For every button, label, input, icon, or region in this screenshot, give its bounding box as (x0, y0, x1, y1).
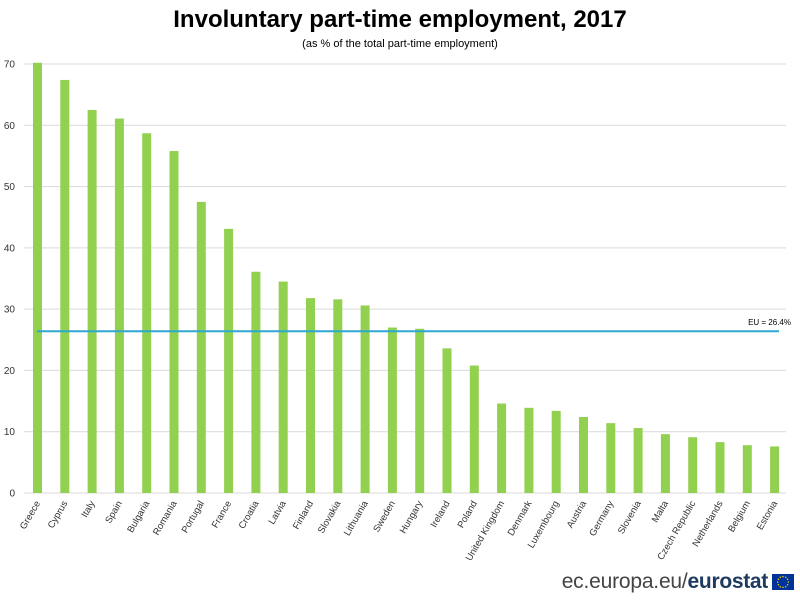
bar (579, 417, 588, 493)
x-tick-label: Estonia (755, 498, 781, 532)
x-tick-label: Germany (587, 499, 616, 539)
x-tick-label: Spain (103, 499, 125, 526)
bar (387, 327, 397, 493)
bar (224, 228, 234, 493)
x-tick-label: Latvia (267, 498, 290, 526)
x-tick-label: Denmark (506, 499, 535, 538)
chart-title: Involuntary part-time employment, 2017 (173, 6, 627, 33)
gridlines (24, 63, 786, 494)
bar (688, 437, 698, 493)
eurostat-logo-text: eurostat (687, 570, 769, 593)
bar (415, 328, 425, 493)
eu-flag-icon (772, 574, 794, 590)
x-tick-label: Cyprus (46, 499, 71, 531)
footer-domain: ec.europa.eu/ (561, 570, 688, 593)
x-tick-label: Malta (650, 498, 671, 524)
y-tick-label: 60 (4, 121, 16, 132)
chart-subtitle: (as % of the total part-time employment) (302, 38, 498, 50)
bar (551, 410, 561, 493)
x-tick-label: Portugal (180, 499, 207, 535)
bar (196, 201, 206, 493)
bar (333, 299, 343, 493)
y-axis-ticks: 0 10 20 30 40 50 60 70 (4, 60, 16, 500)
x-tick-label: Sweden (371, 499, 398, 534)
y-tick-label: 70 (4, 60, 16, 71)
bar (742, 445, 752, 493)
x-tick-label: Belgium (726, 499, 753, 534)
bar (633, 428, 643, 493)
y-tick-label: 30 (4, 305, 16, 316)
eu-average-label: EU = 26.4% (748, 318, 791, 327)
bar (278, 281, 288, 493)
y-tick-label: 50 (4, 182, 16, 193)
x-tick-label: Slovakia (316, 498, 344, 535)
footer: ec.europa.eu/eurostat (562, 570, 794, 594)
y-tick-label: 20 (4, 366, 16, 377)
reference-line-group: EU = 26.4% (37, 318, 791, 333)
bar (360, 305, 370, 493)
bar (60, 79, 70, 493)
x-tick-label: Italy (79, 499, 97, 520)
x-tick-label: Poland (456, 499, 480, 530)
x-tick-label: Hungary (398, 499, 426, 536)
y-tick-label: 40 (4, 243, 16, 254)
bar (770, 446, 780, 493)
bar (715, 442, 725, 493)
x-tick-label: Finland (291, 499, 316, 531)
x-tick-label: Greece (18, 499, 43, 531)
x-tick-label: Bulgaria (125, 498, 152, 534)
x-tick-label: Croatia (237, 498, 262, 531)
bar (306, 298, 315, 493)
x-tick-label: Slovenia (616, 498, 644, 536)
bar (606, 423, 616, 493)
bar (142, 133, 152, 493)
bar (660, 434, 670, 493)
y-tick-label: 0 (9, 489, 15, 500)
bar (169, 151, 179, 494)
bar (469, 365, 479, 493)
bar (87, 109, 97, 493)
x-tick-label: Lithuania (342, 498, 371, 538)
bar (497, 403, 507, 493)
bar (33, 62, 42, 493)
y-tick-label: 10 (4, 427, 16, 438)
bar (114, 118, 124, 494)
bar (442, 348, 452, 493)
bar (524, 407, 534, 493)
x-tick-label: Austria (565, 498, 590, 530)
bar (251, 271, 261, 493)
x-tick-label: Ireland (429, 499, 453, 530)
x-tick-label: France (210, 499, 234, 530)
bars (33, 62, 780, 494)
x-tick-label: Romania (151, 498, 180, 537)
